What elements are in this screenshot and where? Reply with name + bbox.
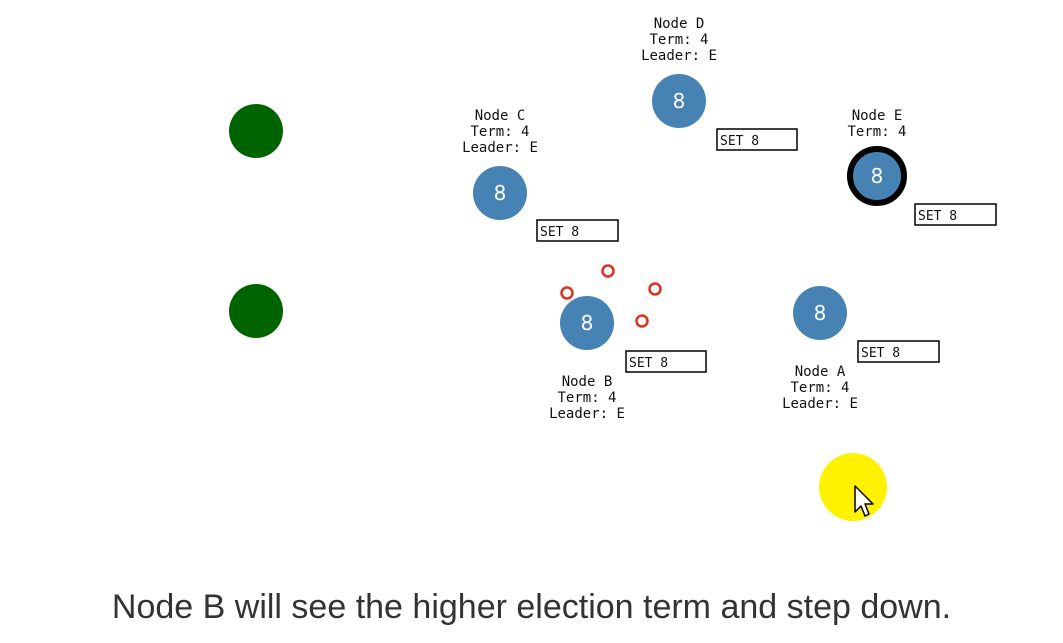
log-entry-box [625,350,707,373]
vote-request-message [560,286,574,300]
node-term: Term: 4 [649,32,708,48]
node-term: Term: 4 [790,380,849,396]
client-icon[interactable] [229,284,283,338]
node-leader: Leader: E [782,396,858,412]
node-circle[interactable] [793,286,847,340]
node-value: 8 [673,89,686,113]
caption-text: Node B will see the higher election term… [111,588,952,626]
node-leader: Leader: E [462,140,538,156]
log-entry-box [914,203,997,226]
log-entry: SET 8 [861,346,900,361]
node-leader: Leader: E [641,48,717,64]
log-entry: SET 8 [540,225,579,240]
log-entry: SET 8 [629,356,668,371]
node-name: Node C [475,108,526,124]
client-icon[interactable] [229,104,283,158]
log-entry: SET 8 [720,134,759,149]
node-term: Term: 4 [557,390,616,406]
node-e[interactable]: Node E Term: 4 8 SET 8 [847,108,997,226]
node-a[interactable]: 8 SET 8 Node A Term: 4 Leader: E [782,286,940,412]
node-d[interactable]: Node D Term: 4 Leader: E 8 SET 8 [641,16,798,151]
node-name: Node E [852,108,903,124]
cursor-arrow-icon [854,485,874,517]
node-circle[interactable] [560,296,614,350]
node-value: 8 [814,301,827,325]
vote-request-message [601,264,615,278]
node-b[interactable]: 8 SET 8 Node B Term: 4 Leader: E [549,296,707,422]
leader-node-circle[interactable] [847,146,907,206]
node-leader: Leader: E [549,406,625,422]
node-name: Node B [562,374,613,390]
node-circle[interactable] [473,166,527,220]
vote-request-message [648,282,662,296]
node-value: 8 [581,311,594,335]
log-entry-box [716,128,798,151]
node-name: Node D [654,16,705,32]
log-entry-box [857,340,940,363]
log-entry: SET 8 [918,209,957,224]
node-term: Term: 4 [470,124,529,140]
log-entry-box [536,219,619,242]
node-value: 8 [871,164,884,188]
vote-request-message [635,314,649,328]
node-c[interactable]: Node C Term: 4 Leader: E 8 SET 8 [462,108,619,242]
node-circle[interactable] [652,74,706,128]
cursor-highlight [819,453,887,521]
node-term: Term: 4 [847,124,906,140]
node-name: Node A [795,364,846,380]
node-value: 8 [494,181,507,205]
